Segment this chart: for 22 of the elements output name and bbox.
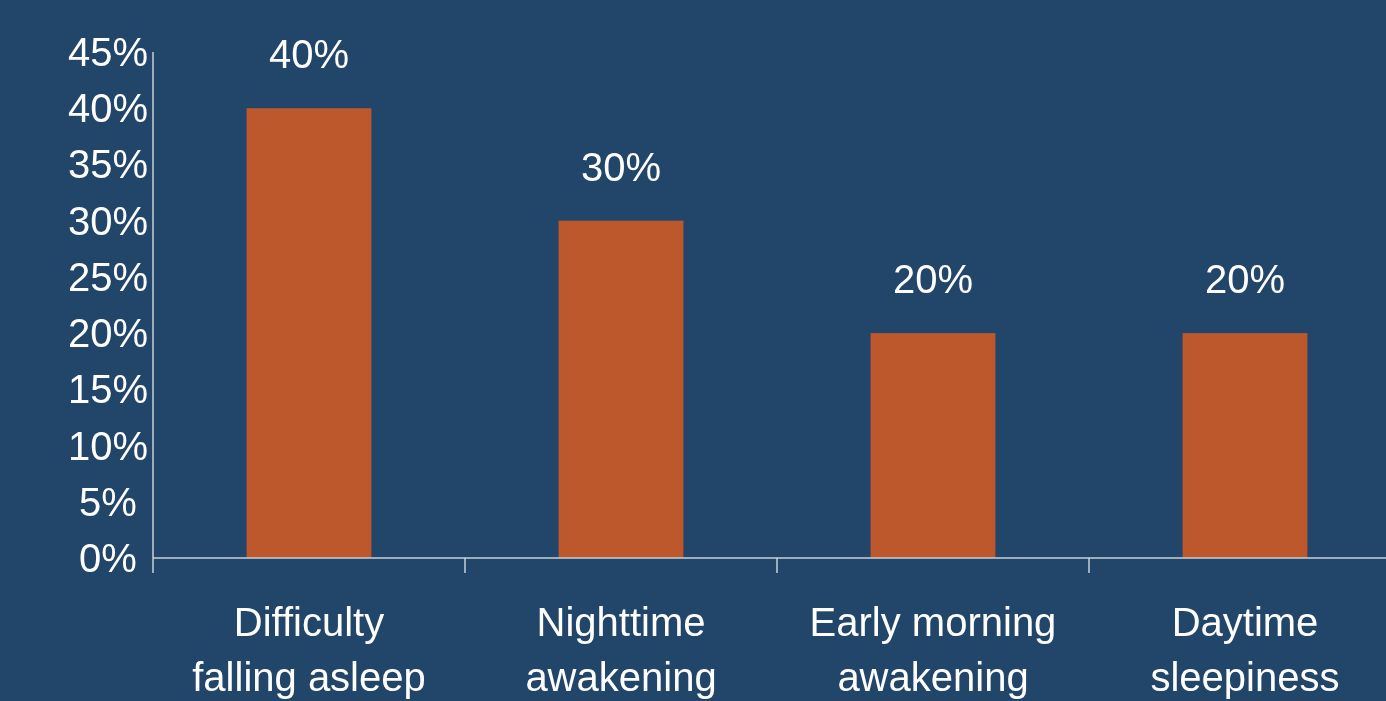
bar <box>1182 333 1308 558</box>
y-tick-label: 45% <box>67 30 149 74</box>
y-tick-label: 20% <box>67 311 149 356</box>
x-tick-label: Early morning awakening <box>809 600 1057 699</box>
x-tick-label: Difficulty falling asleep <box>192 600 426 699</box>
y-tick-label: 40% <box>67 86 149 131</box>
x-tick-label: Daytime sleepiness <box>1150 600 1340 699</box>
y-tick-label: 5% <box>79 479 137 524</box>
y-tick-label: 35% <box>67 142 149 187</box>
bar <box>558 220 684 558</box>
y-tick-label: 10% <box>67 423 149 468</box>
data-label: 20% <box>1204 257 1286 302</box>
y-tick-label: 30% <box>67 198 149 243</box>
data-label: 40% <box>268 32 350 77</box>
x-tick-label: Nighttime awakening <box>525 600 717 699</box>
bar <box>870 333 996 558</box>
y-tick-label: 0% <box>79 536 137 580</box>
y-tick-label: 25% <box>67 254 149 299</box>
data-label: 20% <box>892 257 974 302</box>
data-label: 30% <box>580 144 662 189</box>
y-tick-label: 15% <box>67 367 149 412</box>
bar <box>246 108 372 558</box>
